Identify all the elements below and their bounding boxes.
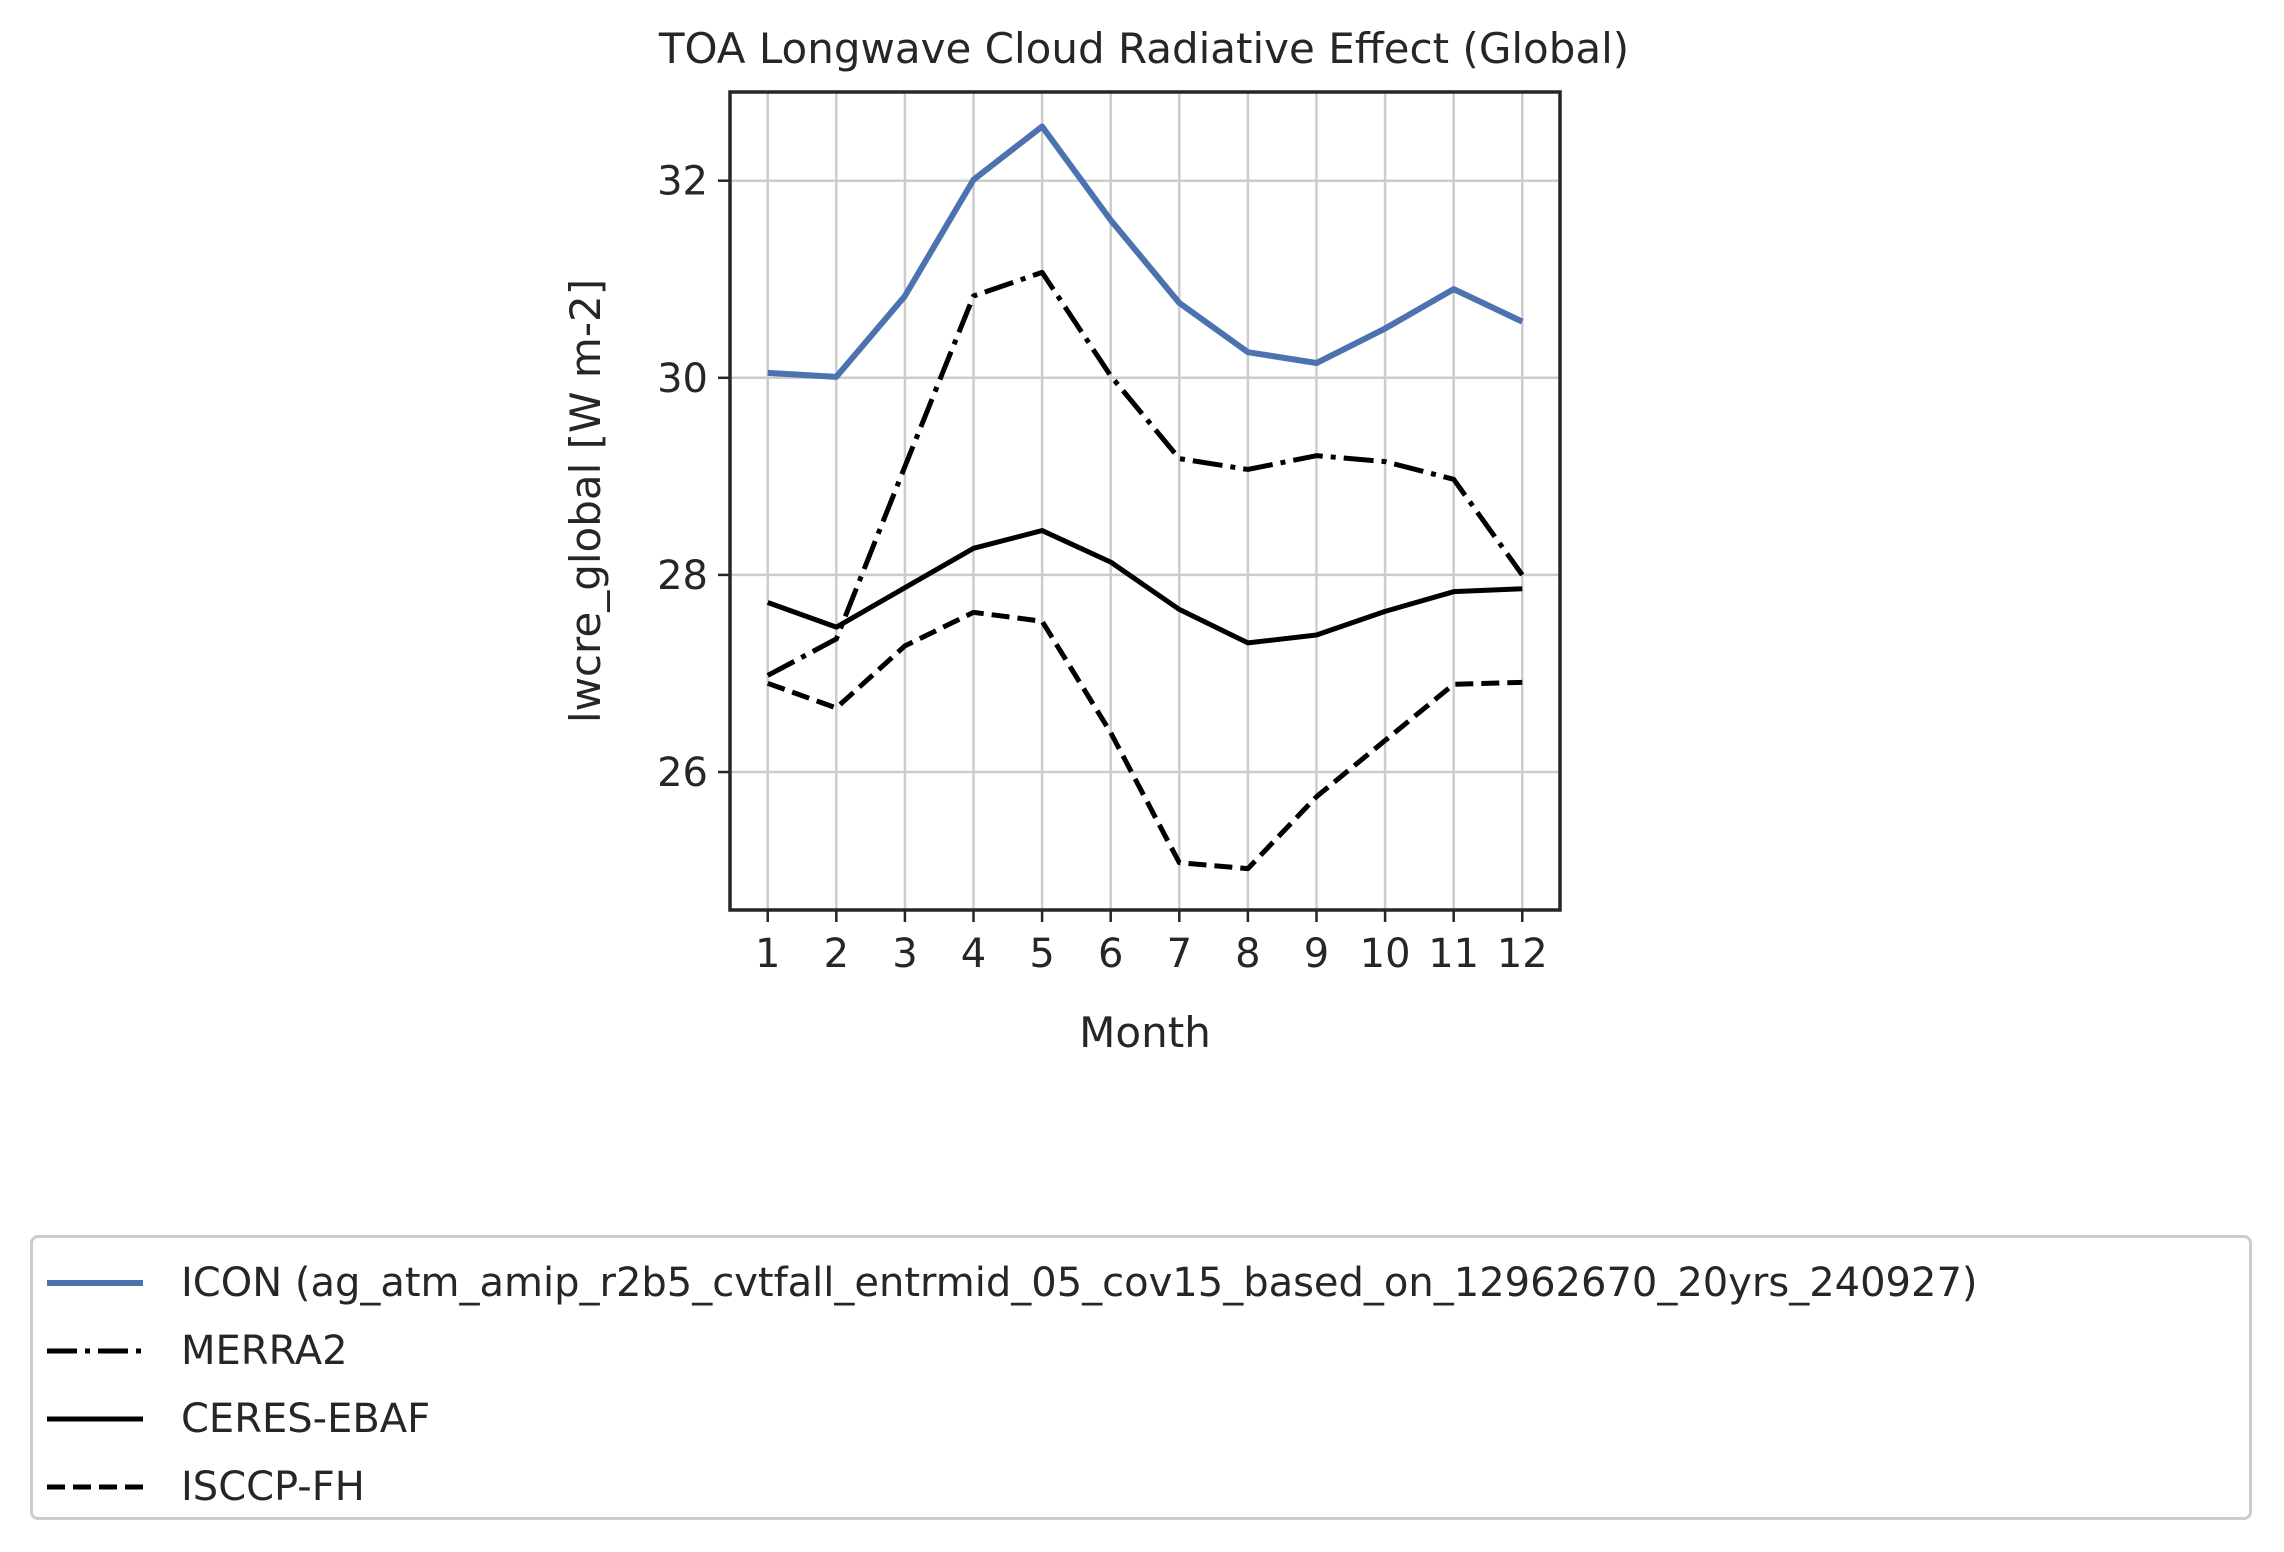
y-axis-label: lwcre_global [W m-2] [561, 279, 610, 723]
y-tick-label: 26 [657, 750, 708, 796]
x-tick-label: 4 [961, 931, 986, 977]
series-layer [766, 123, 1525, 872]
plot-frame [728, 90, 1562, 912]
x-tick-label: 12 [1497, 931, 1548, 977]
legend-item: ISCCP-FH [33, 1457, 2249, 1517]
legend-label: ISCCP-FH [181, 1464, 365, 1510]
series-line-ceres-ebaf [766, 528, 1523, 646]
legend-label: MERRA2 [181, 1328, 348, 1374]
x-ticks: 1 2 3 4 5 6 7 8 9 10 11 12 [755, 910, 1548, 977]
x-axis-label: Month [1079, 1008, 1211, 1057]
legend-swatch [47, 1280, 143, 1286]
x-tick-label: 9 [1304, 931, 1329, 977]
x-tick-label: 3 [892, 931, 917, 977]
x-tick-label: 6 [1098, 931, 1123, 977]
chart-title: TOA Longwave Cloud Radiative Effect (Glo… [658, 24, 1629, 73]
x-tick-label: 8 [1235, 931, 1260, 977]
y-tick-label: 30 [657, 356, 708, 402]
x-tick-label: 2 [824, 931, 849, 977]
legend-swatch [47, 1484, 143, 1490]
y-tick-label: 32 [657, 159, 708, 205]
series-line-isccp-fh [766, 609, 1523, 872]
y-tick-label: 28 [657, 553, 708, 599]
grid [730, 92, 1560, 910]
legend-label: ICON (ag_atm_amip_r2b5_cvtfall_entrmid_0… [181, 1260, 1978, 1306]
x-tick-label: 7 [1167, 931, 1192, 977]
legend-swatch [47, 1416, 143, 1422]
legend-item: ICON (ag_atm_amip_r2b5_cvtfall_entrmid_0… [33, 1253, 2249, 1313]
x-tick-label: 1 [755, 931, 780, 977]
legend: ICON (ag_atm_amip_r2b5_cvtfall_entrmid_0… [30, 1235, 2252, 1520]
y-ticks: 26 28 30 32 [657, 159, 730, 796]
legend-item: MERRA2 [33, 1321, 2249, 1381]
legend-swatch [47, 1348, 143, 1354]
x-tick-label: 5 [1029, 931, 1054, 977]
legend-item: CERES-EBAF [33, 1389, 2249, 1449]
x-tick-label: 10 [1360, 931, 1411, 977]
legend-label: CERES-EBAF [181, 1396, 431, 1442]
x-tick-label: 11 [1428, 931, 1479, 977]
series-line-merra2 [766, 269, 1525, 678]
series-line-icon [767, 123, 1524, 380]
